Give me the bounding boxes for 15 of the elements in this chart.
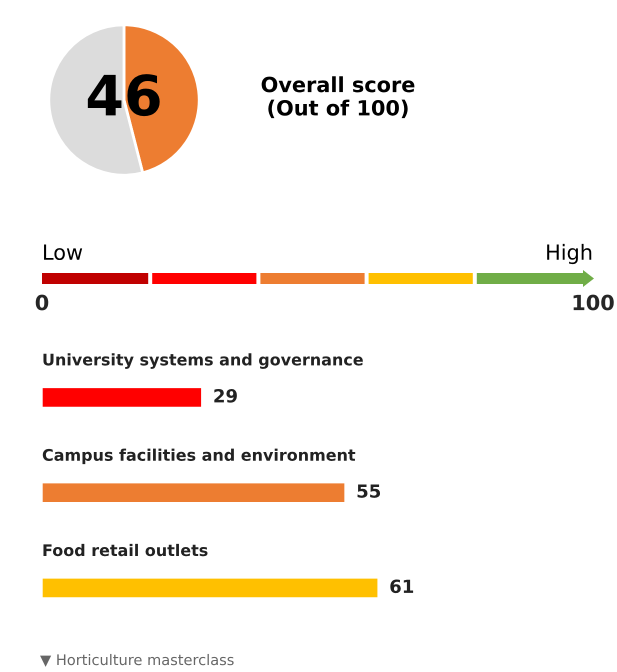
category-label: Campus facilities and environment [42,448,356,464]
category-label: University systems and governance [43,353,363,369]
x-tick-label: 100 [574,294,614,310]
data-label: 61 [390,579,414,594]
text: ▼ Horticulture masterclass [40,654,234,667]
text: Low [44,244,82,260]
bar [42,577,379,599]
bar [42,386,202,408]
data-label: 55 [358,484,380,498]
bar [42,482,346,504]
data-label: 29 [214,388,237,403]
category-label: Food retail outlets [43,544,208,556]
x-tick-label: 0 [36,294,48,310]
text: High [547,244,592,264]
text: Overall score (Out of 100) [262,76,414,118]
